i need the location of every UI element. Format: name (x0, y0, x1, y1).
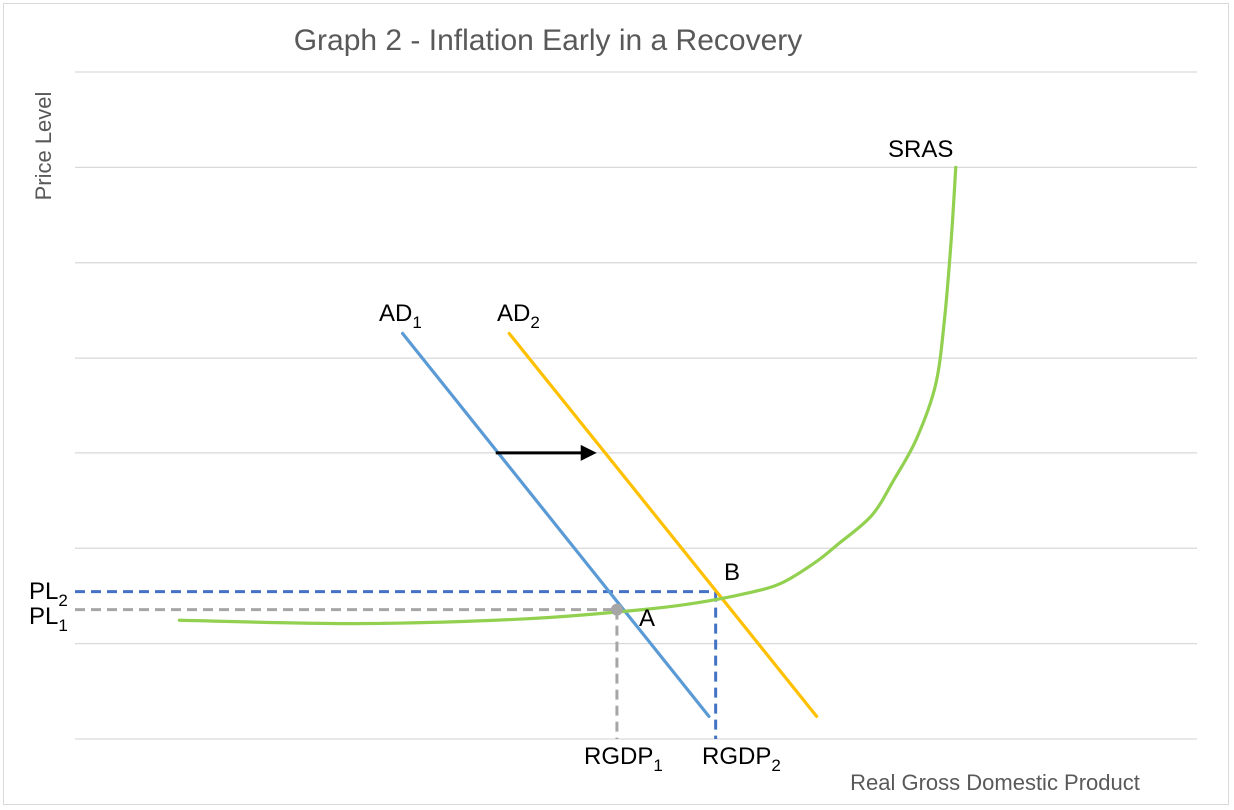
ad1-label: AD1 (379, 300, 422, 332)
pl2-label-subscript: 2 (58, 591, 67, 610)
rgdp1-label-subscript: 1 (653, 756, 662, 775)
ad2-label-subscript: 2 (530, 313, 539, 332)
chart-frame (3, 3, 1229, 805)
ad2-label: AD2 (497, 300, 540, 332)
pl2-label: PL2 (29, 578, 68, 610)
ad1-label-base: AD (379, 300, 412, 327)
pl1-label-base: PL (29, 603, 58, 630)
point-a-label: A (639, 605, 655, 632)
y-axis-title: Price Level (31, 92, 56, 201)
equilibrium-points (610, 603, 623, 616)
sras-curve (177, 165, 958, 626)
rgdp1-label: RGDP1 (584, 743, 663, 775)
ad1-label-subscript: 1 (412, 313, 421, 332)
x-axis-title: Real Gross Domestic Product (850, 770, 1140, 795)
equilibrium-point-a (610, 603, 623, 616)
ad2-line (507, 331, 819, 718)
ad2-label-base: AD (497, 300, 530, 327)
shift-arrow-head (580, 444, 597, 461)
pl2-label-base: PL (29, 578, 58, 605)
gridlines (75, 71, 1197, 645)
rgdp2-label-base: RGDP (702, 743, 771, 770)
sras-label: SRAS (888, 136, 953, 163)
rgdp1-label-base: RGDP (584, 743, 653, 770)
pl1-label-subscript: 1 (58, 616, 67, 635)
series-layer (177, 165, 958, 718)
shift-arrow-layer (495, 444, 597, 461)
chart-title: Graph 2 - Inflation Early in a Recovery (294, 24, 803, 57)
point-b-label: B (724, 559, 740, 586)
rgdp2-label: RGDP2 (702, 743, 781, 775)
rgdp2-label-subscript: 2 (771, 756, 780, 775)
pl1-label: PL1 (29, 603, 68, 635)
ad1-line (401, 331, 711, 718)
